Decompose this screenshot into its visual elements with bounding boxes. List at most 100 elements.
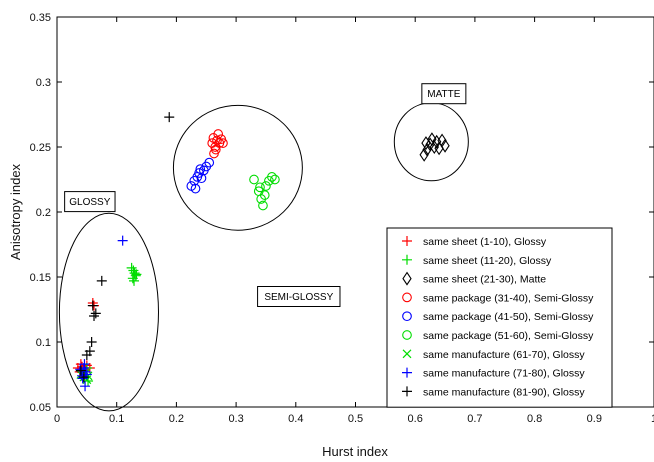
series-9 [75, 112, 175, 383]
diamond-marker [419, 147, 429, 162]
legend-marker [402, 254, 412, 265]
legend-box [386, 227, 613, 408]
plus-marker [78, 372, 89, 383]
legend-marker [402, 367, 412, 378]
data-point [218, 138, 228, 148]
circle-marker [195, 164, 206, 174]
data-point [117, 235, 128, 246]
plus-marker [117, 235, 128, 246]
circle-marker [218, 138, 228, 148]
data-point [87, 300, 98, 311]
data-point [80, 381, 91, 392]
circle-marker [258, 200, 268, 211]
x-tick-label: 0.6 [408, 413, 423, 425]
data-point [267, 172, 277, 182]
x-tick-label: 0.3 [228, 413, 243, 425]
scatter-points [72, 112, 450, 392]
annotation-semi-glossy: SEMI-GLOSSY [257, 286, 341, 307]
data-point [213, 129, 224, 139]
series-6 [249, 172, 280, 211]
data-point [80, 366, 91, 377]
legend-label: same package (31-40), Semi-Glossy [423, 292, 594, 304]
series-3 [419, 132, 450, 162]
x-tick-label: 0.9 [587, 413, 602, 425]
legend-marker [402, 386, 412, 397]
data-point [259, 190, 270, 200]
data-point [419, 147, 429, 162]
diamond-marker [402, 271, 412, 286]
plus-marker [87, 300, 98, 311]
x-axis-title: Hurst index [322, 444, 388, 459]
circle-marker [190, 183, 201, 194]
data-point [90, 308, 101, 319]
legend-label: same manufacture (71-80), Glossy [423, 368, 585, 380]
legend-entry: same sheet (1-10), Glossy [402, 236, 547, 248]
legend-entry: same manufacture (71-80), Glossy [402, 367, 585, 380]
y-tick-label: 0.1 [36, 337, 51, 349]
data-point [204, 157, 215, 168]
diamond-marker [440, 138, 450, 153]
annotation-matte: MATTE [421, 83, 467, 105]
plus-marker [131, 269, 142, 280]
semi-glossy-region-ellipse [172, 104, 303, 231]
legend-marker [402, 271, 412, 286]
data-point [194, 168, 204, 178]
data-point [79, 359, 90, 370]
data-point [89, 311, 100, 321]
plus-marker [402, 236, 412, 246]
legend-marker [402, 292, 412, 303]
plus-marker [402, 386, 412, 397]
x-tick-label: 0.2 [169, 413, 184, 425]
legend-label: same sheet (1-10), Glossy [423, 236, 547, 248]
circle-marker [212, 135, 222, 146]
diamond-marker [421, 136, 431, 151]
plus-marker [164, 112, 175, 123]
y-tick-label: 0.3 [36, 77, 51, 89]
legend-entry: same manufacture (61-70), Glossy [402, 349, 585, 361]
data-point [131, 269, 142, 280]
circle-marker [194, 168, 204, 178]
circle-marker [267, 172, 277, 182]
plus-marker [75, 365, 86, 376]
data-point [195, 164, 206, 174]
legend-label: same package (51-60), Semi-Glossy [423, 330, 594, 342]
annotation-box [257, 286, 341, 307]
annotation-glossy: GLOSSY [64, 191, 116, 213]
annotation-label: SEMI-GLOSSY [264, 292, 333, 303]
region-annotations: GLOSSY SEMI-GLOSSY MATTE [64, 83, 467, 307]
plus-marker [126, 262, 137, 273]
plus-marker [79, 359, 90, 370]
legend-label: same package (41-50), Semi-Glossy [423, 311, 594, 323]
data-point [249, 174, 259, 185]
data-point [255, 182, 265, 193]
series-5 [186, 157, 215, 194]
x-tick-label: 0.1 [109, 413, 124, 425]
plus-marker [81, 350, 92, 360]
data-point [421, 136, 431, 151]
data-point [164, 112, 175, 123]
legend-marker [402, 311, 412, 322]
y-tick-label: 0.35 [30, 12, 51, 24]
y-tick-label: 0.2 [36, 207, 51, 219]
circle-marker [204, 157, 215, 168]
data-point [96, 275, 107, 286]
data-point [209, 148, 219, 159]
series-4 [207, 129, 228, 159]
circle-marker [402, 311, 412, 322]
region-ellipses [58, 102, 469, 412]
y-tick-label: 0.15 [30, 272, 51, 284]
plus-marker [402, 367, 412, 378]
legend-entry: same package (31-40), Semi-Glossy [402, 292, 594, 304]
legend-marker [402, 236, 412, 246]
legend-label: same sheet (11-20), Glossy [423, 255, 552, 267]
data-point [86, 337, 97, 347]
data-point [440, 138, 450, 153]
data-point [75, 365, 86, 376]
x-tick-label: 0.4 [288, 413, 303, 425]
y-tick-label: 0.05 [30, 402, 51, 414]
y-tick-label: 0.25 [30, 142, 51, 154]
data-point [126, 262, 137, 273]
data-point [190, 183, 201, 194]
